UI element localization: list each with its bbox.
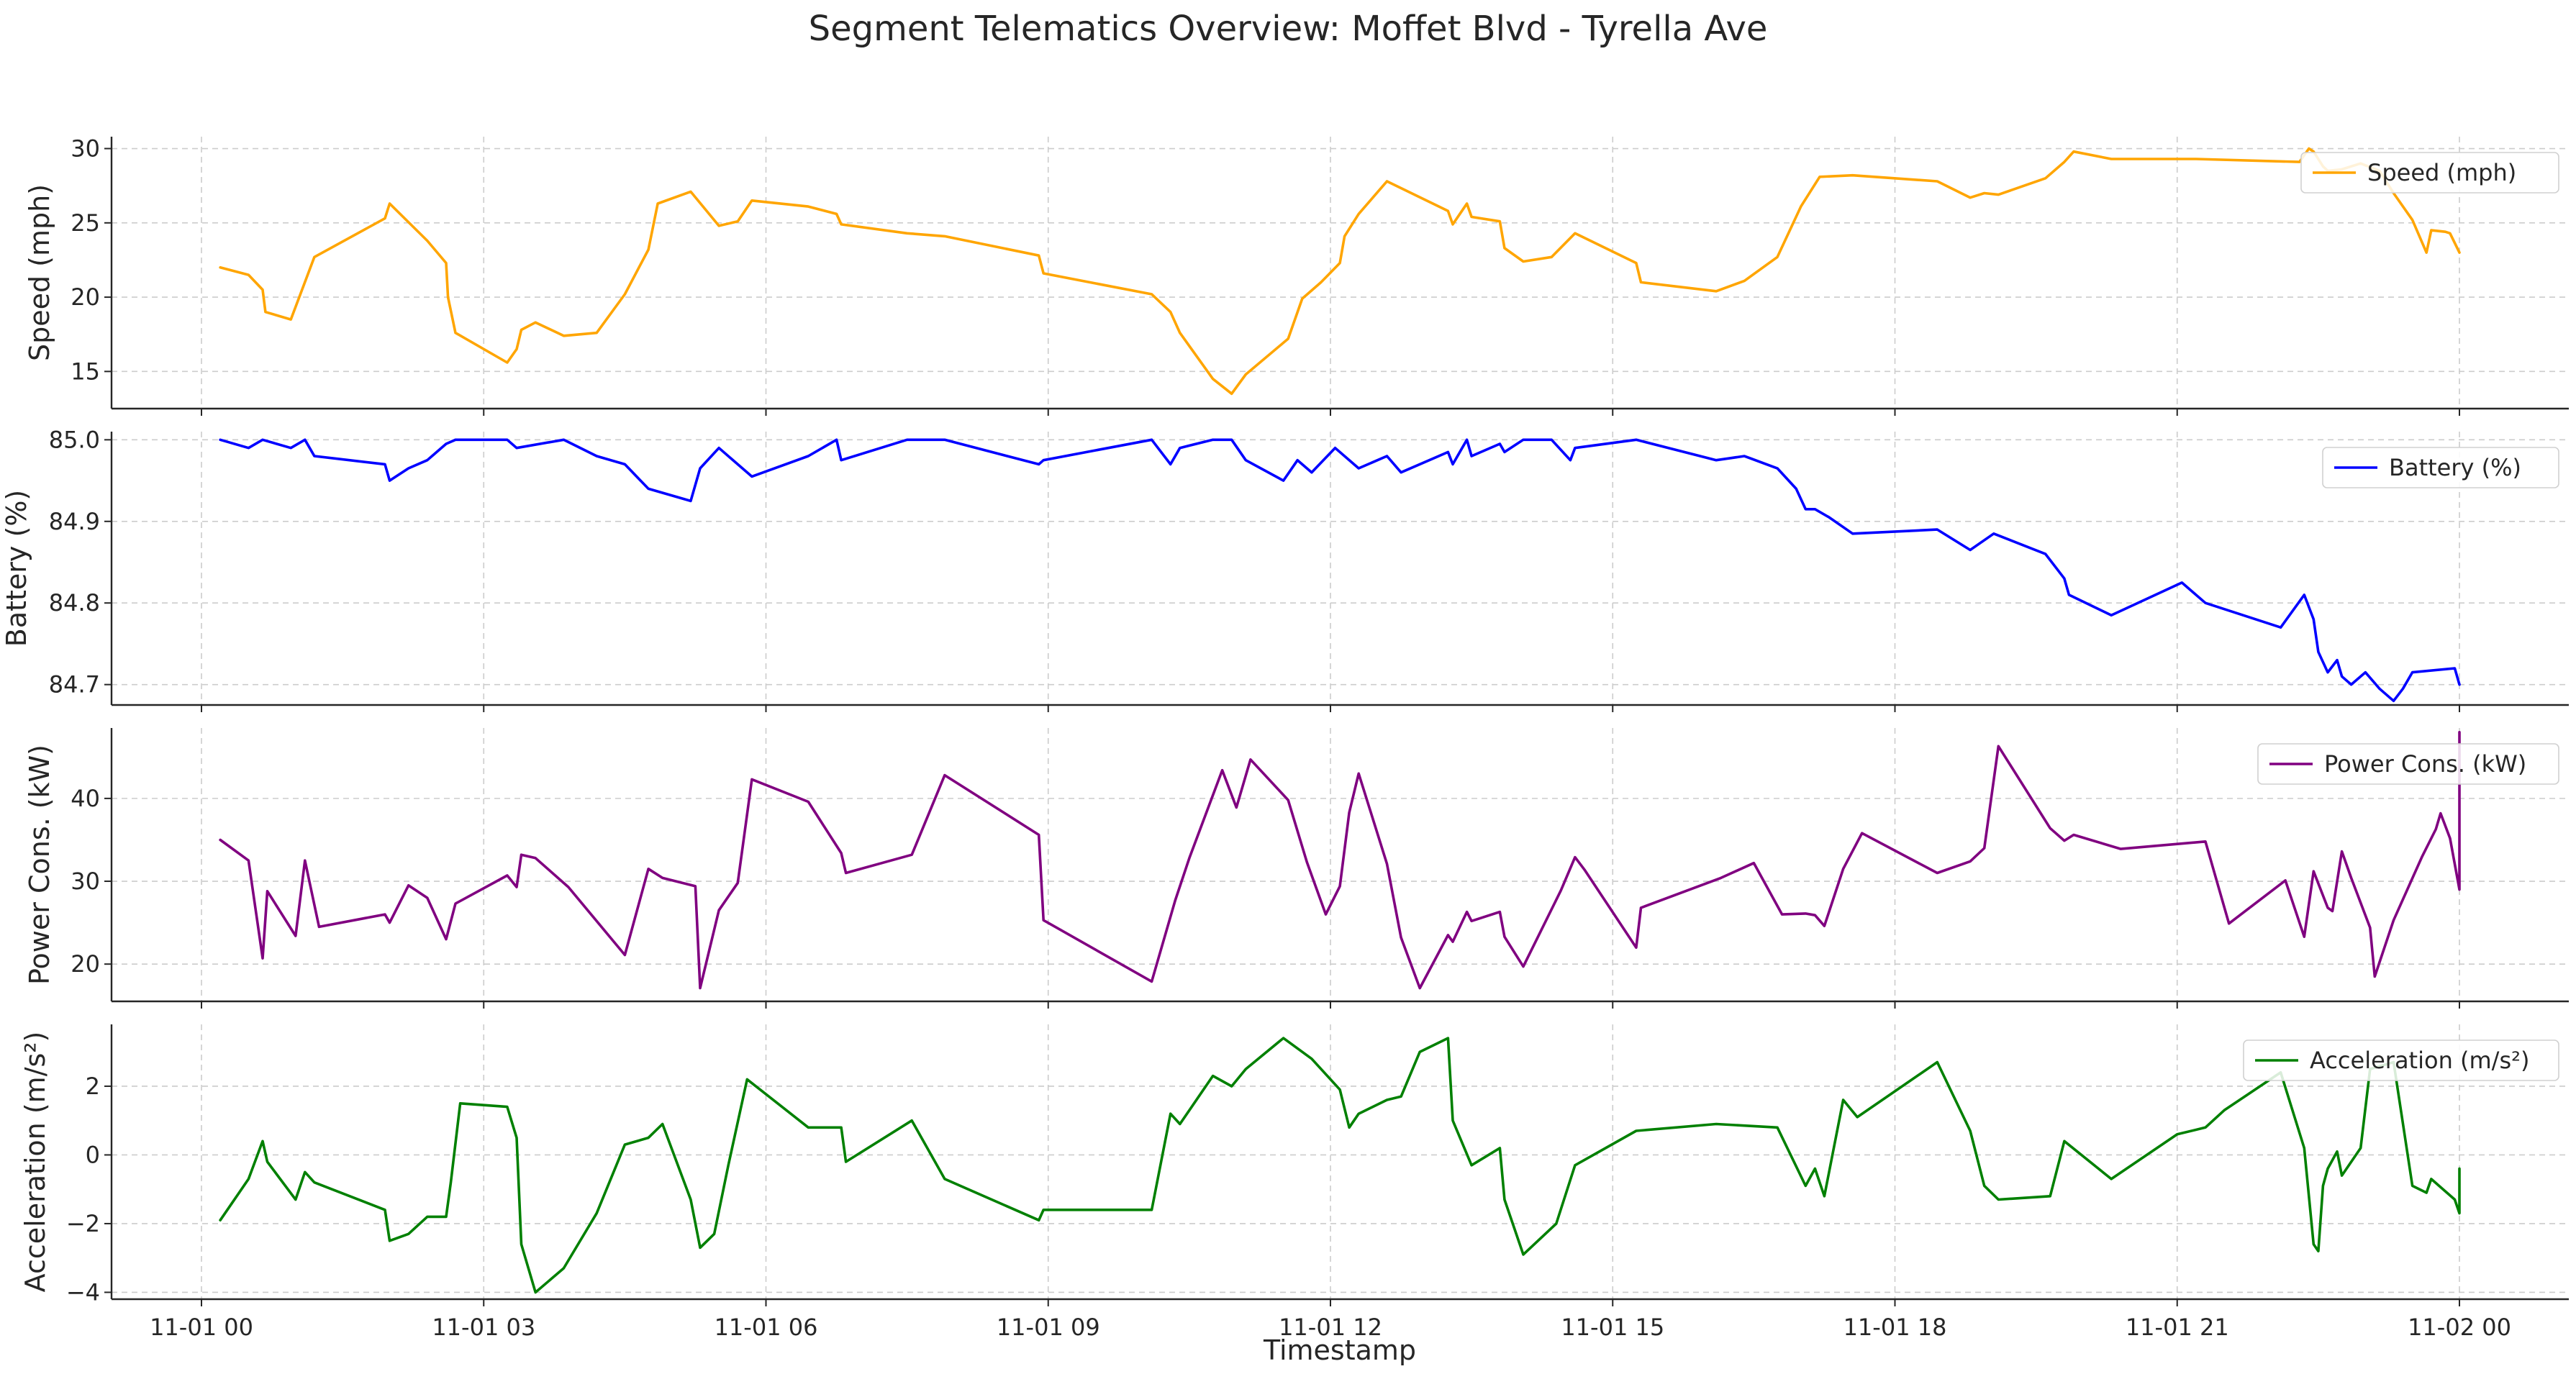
panel-4: −4 −2 0 2 Acceleration (m/s²) Acceleration (m… — [19, 1024, 2569, 1341]
legend-label: Acceleration (m/s²) — [2310, 1047, 2529, 1074]
y-axis-label: Acceleration (m/s²) — [19, 1032, 51, 1293]
y-tick-label: 2 — [86, 1073, 100, 1100]
y-tick-label: 30 — [71, 135, 100, 163]
panel-3: 20 30 40 Power Cons. (kW) Power Cons. (kW) — [24, 728, 2569, 1009]
x-tick-label: 11-01 09 — [997, 1314, 1100, 1341]
legend: Power Cons. (kW) — [2257, 743, 2559, 785]
y-tick-label: 84.7 — [49, 671, 100, 699]
x-tick-label: 11-01 15 — [1561, 1314, 1664, 1341]
series-line-4 — [219, 1037, 2461, 1294]
legend-label: Speed (mph) — [2367, 159, 2516, 186]
y-tick-label: 0 — [86, 1141, 100, 1168]
y-tick-label: −2 — [66, 1210, 100, 1237]
y-tick-label: 84.9 — [49, 508, 100, 535]
panel-2: 84.7 84.8 84.9 85.0 Battery (%) Battery (%) — [1, 426, 2569, 712]
x-tick-label: 11-01 21 — [2126, 1314, 2229, 1341]
legend-box — [2243, 1039, 2559, 1081]
y-tick-label: 30 — [71, 868, 100, 895]
legend: Speed (mph) — [2300, 152, 2559, 194]
series-line-2 — [219, 438, 2461, 703]
series-line-3 — [219, 730, 2461, 990]
legend-label: Power Cons. (kW) — [2324, 750, 2526, 778]
legend-box — [2322, 447, 2559, 488]
chart-title: Segment Telematics Overview: Moffet Blvd… — [809, 9, 1768, 49]
x-tick-label: 11-01 00 — [150, 1314, 253, 1341]
y-axis-label: Speed (mph) — [24, 184, 55, 361]
y-tick-label: 25 — [71, 209, 100, 237]
y-tick-label: 15 — [71, 358, 100, 385]
x-tick-label: 11-01 12 — [1279, 1314, 1382, 1341]
legend: Battery (%) — [2322, 447, 2559, 488]
x-tick-label: 11-02 00 — [2408, 1314, 2511, 1341]
y-tick-label: 20 — [71, 283, 100, 311]
y-axis-label: Battery (%) — [1, 490, 32, 647]
legend-box — [2257, 743, 2559, 785]
y-tick-label: 20 — [71, 950, 100, 978]
x-tick-label: 11-01 03 — [432, 1314, 535, 1341]
y-axis-label: Power Cons. (kW) — [24, 745, 55, 985]
series-line-1 — [219, 147, 2461, 396]
legend-label: Battery (%) — [2389, 454, 2521, 481]
y-tick-label: 85.0 — [49, 426, 100, 453]
panel-1: 15 20 25 30 Speed (mph) Speed (mph) — [24, 135, 2569, 416]
y-tick-label: 84.8 — [49, 589, 100, 617]
x-tick-label: 11-01 06 — [715, 1314, 818, 1341]
x-axis-label: Timestamp — [1263, 1334, 1416, 1366]
x-tick-label: 11-01 18 — [1843, 1314, 1947, 1341]
y-tick-label: 40 — [71, 785, 100, 812]
y-tick-label: −4 — [66, 1278, 100, 1306]
legend-box — [2300, 152, 2559, 194]
legend: Acceleration (m/s²) — [2243, 1039, 2559, 1081]
